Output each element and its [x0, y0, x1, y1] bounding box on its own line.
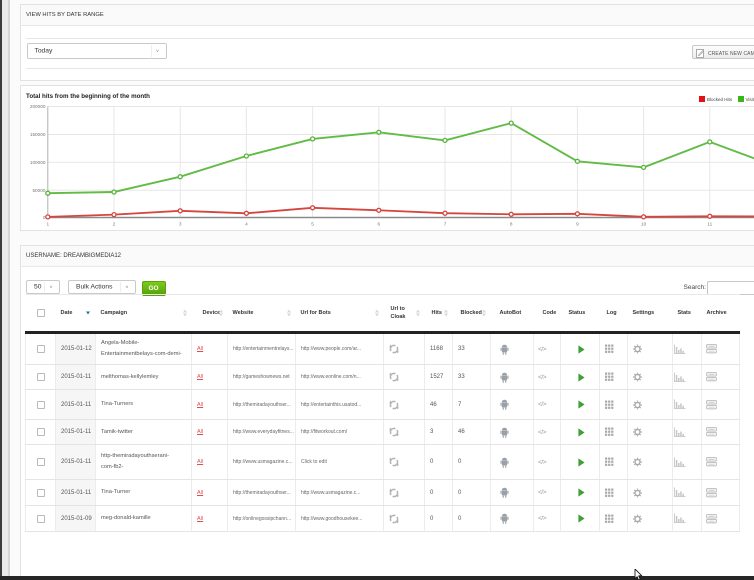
- svg-text:2: 2: [113, 222, 116, 227]
- svg-text:11: 11: [707, 222, 712, 227]
- svg-text:100000: 100000: [30, 160, 46, 165]
- svg-text:4: 4: [245, 222, 248, 227]
- svg-text:150000: 150000: [30, 132, 46, 137]
- svg-text:50000: 50000: [32, 188, 45, 193]
- svg-text:9: 9: [576, 222, 579, 227]
- svg-text:10: 10: [641, 222, 647, 227]
- svg-text:5: 5: [311, 222, 314, 227]
- svg-text:6: 6: [377, 222, 380, 227]
- svg-text:3: 3: [179, 222, 182, 227]
- svg-text:1: 1: [46, 222, 49, 227]
- svg-text:200000: 200000: [30, 104, 46, 109]
- svg-text:7: 7: [444, 222, 447, 227]
- svg-text:8: 8: [510, 222, 513, 227]
- svg-text:0: 0: [43, 215, 46, 220]
